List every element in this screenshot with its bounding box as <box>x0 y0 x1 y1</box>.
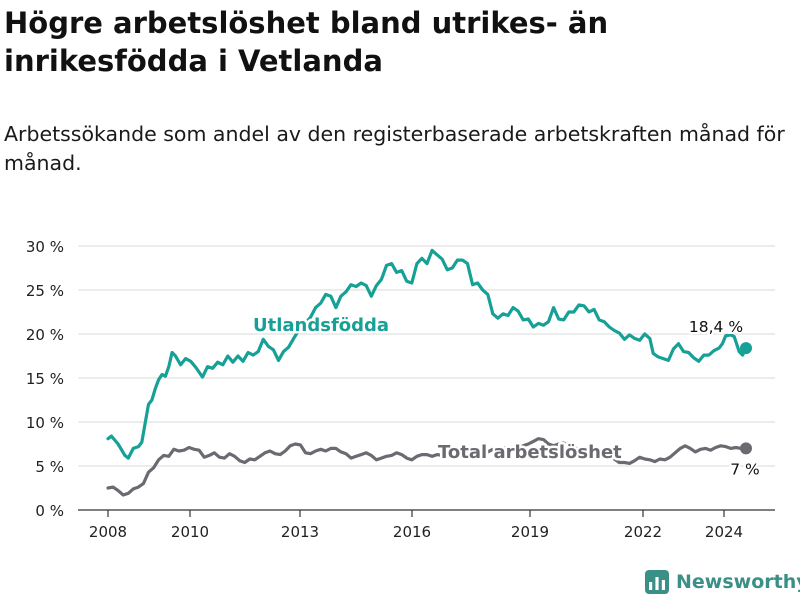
grid <box>78 245 775 467</box>
axes: 0 % 5 % 10 % 15 % 20 % 25 % 30 % 2008 2010 2013 20… <box>26 238 775 541</box>
end-label-utlandsfodda: 18,4 % <box>689 318 743 336</box>
chart-title: Högre arbetslöshet bland utrikes- än inr… <box>4 6 609 78</box>
x-tick-label: 2013 <box>281 523 319 541</box>
endpoint-marker-utlandsfodda <box>740 342 752 355</box>
brand-logo: Newsworthy <box>645 570 800 594</box>
series-line-utlandsfodda <box>106 248 748 460</box>
y-tick-label: 10 % <box>26 414 64 432</box>
y-tick-label: 25 % <box>26 282 64 300</box>
end-label-total: 7 % <box>730 460 760 478</box>
x-tick-label: 2010 <box>171 523 209 541</box>
y-tick-label: 20 % <box>26 326 64 344</box>
series-labels: Utlandsfödda Total arbetslöshet 18,4 % 7 % <box>251 313 762 481</box>
y-tick-label: 0 % <box>35 502 64 520</box>
series <box>106 248 752 497</box>
y-tick-label: 30 % <box>26 238 64 256</box>
x-tick-label: 2008 <box>89 523 127 541</box>
y-tick-label: 15 % <box>26 370 64 388</box>
x-tick-label: 2019 <box>511 523 549 541</box>
series-line-total <box>106 437 748 497</box>
series-name-total: Total arbetslöshet <box>438 442 622 463</box>
series-name-utlandsfodda: Utlandsfödda <box>253 315 389 336</box>
x-tick-label: 2022 <box>624 523 662 541</box>
endpoint-marker-total <box>740 442 752 455</box>
brand-name: Newsworthy <box>676 571 800 593</box>
x-tick-label: 2016 <box>393 523 431 541</box>
chart-subtitle: Arbetssökande som andel av den registerb… <box>4 122 785 175</box>
x-tick-label: 2024 <box>705 523 743 541</box>
newsworthy-logo-icon <box>645 570 669 594</box>
y-tick-label: 5 % <box>35 458 64 476</box>
